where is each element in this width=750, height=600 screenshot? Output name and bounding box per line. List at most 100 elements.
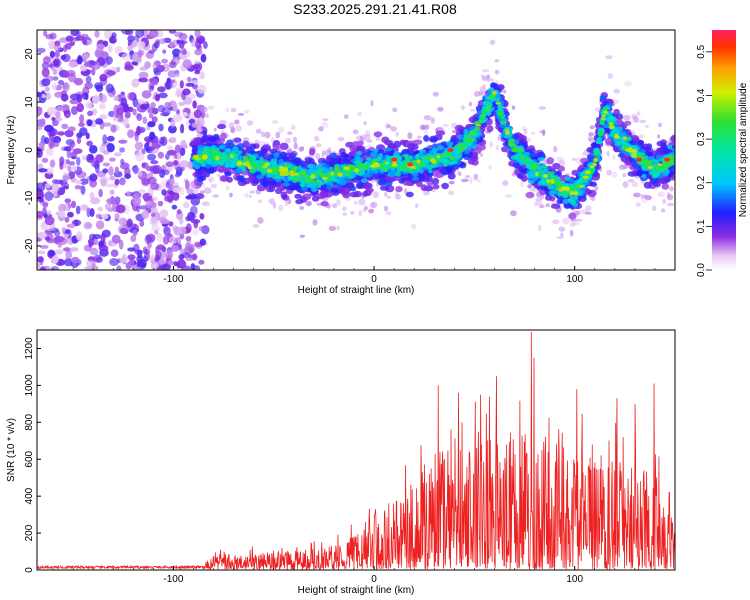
spectrogram-cell xyxy=(76,171,87,179)
spectrogram-cell xyxy=(93,237,99,246)
spectrogram-cell xyxy=(71,165,78,172)
spectrogram-cell xyxy=(84,61,91,67)
spectrogram-cell xyxy=(62,82,69,90)
spectrogram-cell xyxy=(180,123,185,134)
spectrogram-cell xyxy=(395,193,401,200)
spectrogram-cell xyxy=(60,54,67,60)
spectrogram-cell xyxy=(100,51,109,59)
spectrogram-cell xyxy=(80,33,89,39)
spectrogram-cell xyxy=(69,247,79,252)
spectrogram-cell xyxy=(61,226,66,234)
spectrogram-cell xyxy=(638,134,645,139)
spectrogram-cell xyxy=(49,141,55,149)
spectrogram-cell xyxy=(641,173,647,179)
spectrogram-cell xyxy=(152,78,159,86)
spectrogram-cell xyxy=(175,166,183,175)
spectrogram-cell xyxy=(622,181,629,189)
spectrogram-cell xyxy=(432,91,439,97)
spectrogram-cell xyxy=(48,250,56,257)
spectrogram-cell xyxy=(112,112,118,122)
spectrogram-cell xyxy=(58,203,66,213)
spectrogram-cell xyxy=(193,109,202,119)
spectrogram-cell xyxy=(571,158,577,161)
spectrogram-cell xyxy=(138,77,149,83)
spectrogram-cell xyxy=(569,229,574,237)
spectrogram-cell xyxy=(400,177,407,182)
spectrogram-cell xyxy=(142,246,148,255)
spectrogram-cell xyxy=(275,131,281,139)
spectrogram-cell xyxy=(54,249,64,255)
spectrogram-cell xyxy=(76,102,84,113)
spectrogram-cell xyxy=(119,227,128,234)
spectrogram-cell xyxy=(60,182,70,188)
spectrogram-cell xyxy=(275,178,282,183)
spectrogram-cell xyxy=(465,175,470,179)
spectrogram-cell xyxy=(278,204,284,212)
spectrogram-cell xyxy=(446,141,453,147)
spectrogram-cell xyxy=(622,164,630,169)
spectrogram-cell xyxy=(538,204,545,209)
spectrogram-cell xyxy=(199,71,205,80)
spectrogram-cell xyxy=(119,177,126,186)
spectrogram-cell xyxy=(623,120,632,126)
spectrogram-cell xyxy=(349,191,359,198)
spectrogram-cell xyxy=(127,247,136,252)
spectrogram-cell xyxy=(99,114,108,120)
spectrogram-cell xyxy=(94,30,100,38)
spectrogram-cell xyxy=(372,148,379,153)
spectrogram-cell xyxy=(102,168,109,174)
spectrogram-cell xyxy=(268,185,276,193)
spectrogram-cell xyxy=(482,83,486,88)
spectrogram-cell xyxy=(108,242,117,247)
spectrogram-cell xyxy=(135,152,145,162)
spectrogram-cell xyxy=(669,186,674,192)
spectrogram-cell xyxy=(392,107,398,113)
spectrogram-cell xyxy=(147,153,157,161)
spectrogram-cell xyxy=(393,140,402,148)
spectrogram-cell xyxy=(49,159,56,168)
spectrogram-cell xyxy=(488,165,492,170)
spectrogram-cell xyxy=(420,184,428,192)
spectrogram-cell xyxy=(501,146,509,153)
spectrogram-cell xyxy=(338,180,347,186)
spectrogram-cell xyxy=(605,55,613,60)
spectrogram-cell xyxy=(79,127,88,136)
spectrogram-cell xyxy=(646,152,654,157)
spectrogram-cell xyxy=(538,224,542,232)
spectrogram-cell xyxy=(110,124,117,133)
spectrogram-cell xyxy=(349,185,357,192)
spectrogram-cell xyxy=(166,145,173,150)
spectrogram-cell xyxy=(136,125,142,136)
spectrogram-cell xyxy=(178,40,185,49)
spectrogram-cell xyxy=(494,69,500,75)
spectrogram-cell xyxy=(106,135,115,142)
spectrogram-cell xyxy=(83,221,93,230)
spectrogram-cell xyxy=(510,210,517,217)
spectrogram-cell xyxy=(158,92,168,99)
spectrogram-cell xyxy=(168,235,178,245)
spectrogram-cell xyxy=(39,197,45,203)
spectrogram-cell xyxy=(185,223,192,234)
spectrogram-cell xyxy=(520,169,529,174)
spectrogram-cell xyxy=(79,178,89,185)
spectrogram-cell xyxy=(530,131,536,135)
spectrogram-cell xyxy=(168,61,177,69)
spectrogram-cell xyxy=(285,137,292,144)
spectrogram-cell xyxy=(62,70,70,78)
spectrogram-cell xyxy=(370,201,378,208)
spectrogram-cell xyxy=(321,121,329,129)
spectrogram-cell xyxy=(147,121,156,128)
spectrogram-cell xyxy=(80,185,86,195)
spectrogram-cell xyxy=(587,156,595,163)
spectrogram-cell xyxy=(416,179,423,188)
spectrogram-cell xyxy=(64,216,70,223)
spectrogram-cell xyxy=(534,202,538,207)
spectrogram-cell xyxy=(220,132,227,140)
spectrogram-cell xyxy=(155,250,162,260)
spectrogram-cell xyxy=(299,234,306,238)
spectrogram-cell xyxy=(144,234,152,244)
spectrogram-cell xyxy=(150,212,155,218)
spectrogram-cell xyxy=(39,244,49,249)
spectrogram-cell xyxy=(295,199,304,205)
spectrogram-cell xyxy=(477,179,481,183)
